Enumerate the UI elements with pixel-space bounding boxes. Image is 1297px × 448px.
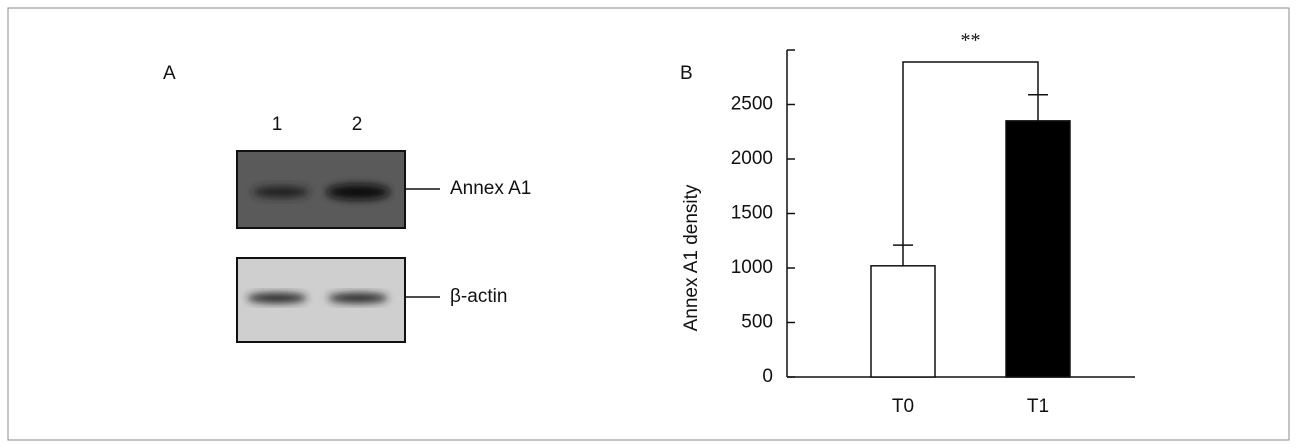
- lane-label: 1: [272, 114, 283, 135]
- blot-band: [328, 293, 388, 303]
- y-tick-label: 2000: [731, 148, 773, 169]
- lane-label: 2: [352, 114, 363, 135]
- error-bar: [1028, 95, 1048, 121]
- band-label: β-actin: [450, 286, 507, 307]
- figure-border: [8, 8, 1289, 440]
- x-tick-label: T0: [892, 396, 914, 417]
- y-tick-label: 2500: [731, 94, 773, 115]
- y-tick-label: 1500: [731, 203, 773, 224]
- panel-label: A: [163, 63, 176, 84]
- y-tick-label: 1000: [731, 257, 773, 278]
- blot-band: [326, 184, 390, 200]
- significance-label: **: [961, 30, 981, 52]
- blot: Annex A1: [237, 151, 531, 228]
- y-axis-label: Annex A1 density: [681, 184, 702, 331]
- panel-label: B: [680, 63, 693, 84]
- blot: β-actin: [237, 258, 507, 342]
- bar: [871, 266, 935, 377]
- x-tick-label: T1: [1027, 396, 1049, 417]
- blot-band: [247, 293, 307, 303]
- page: A 1 2 Annex A1 β-actin B Annex A1 densit…: [0, 0, 1297, 448]
- y-tick-label: 500: [741, 312, 773, 333]
- bar: [1006, 121, 1070, 377]
- figure: A 1 2 Annex A1 β-actin B Annex A1 densit…: [0, 0, 1297, 448]
- blot-band: [253, 186, 309, 198]
- y-tick-label: 0: [762, 366, 773, 387]
- band-label: Annex A1: [450, 178, 531, 199]
- error-bar: [893, 245, 913, 266]
